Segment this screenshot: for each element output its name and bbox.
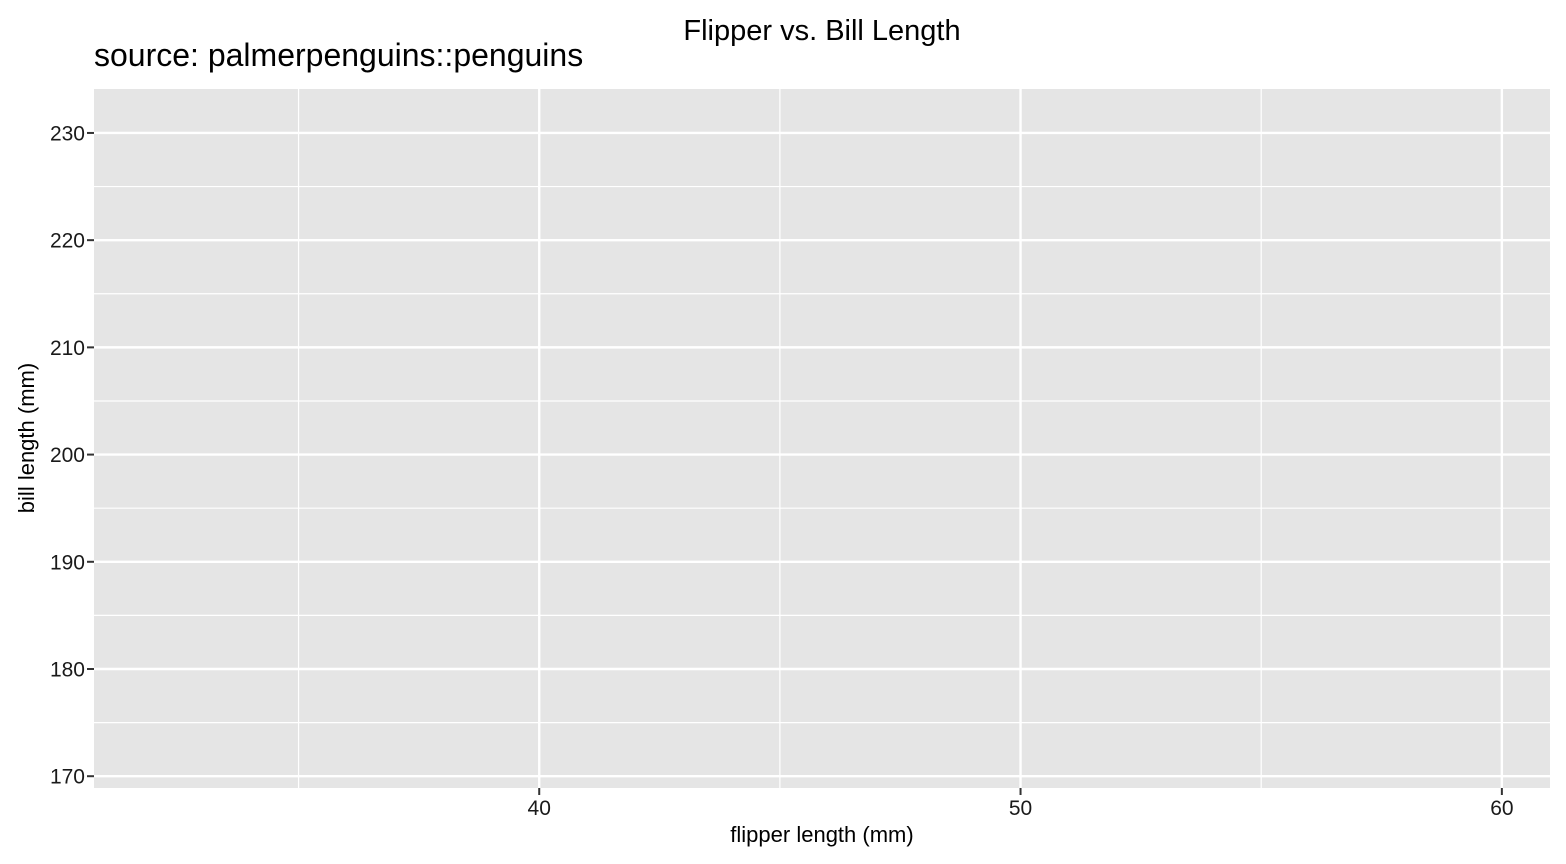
- x-tick-label: 50: [1009, 797, 1032, 820]
- plot-panel: [94, 89, 1550, 788]
- x-axis-title: flipper length (mm): [730, 822, 913, 847]
- y-tick-label: 230: [50, 122, 85, 145]
- x-tick-label: 60: [1490, 797, 1513, 820]
- minor-grid: [94, 89, 1550, 788]
- chart-subtitle: source: palmerpenguins::penguins: [94, 37, 583, 73]
- y-tick-label: 190: [50, 551, 85, 574]
- x-tick-label: 40: [528, 797, 551, 820]
- y-tick-label: 170: [50, 766, 85, 789]
- y-tick-label: 200: [50, 444, 85, 467]
- y-tick-label: 180: [50, 658, 85, 681]
- x-axis: 40 50 60: [528, 788, 1514, 820]
- y-tick-label: 210: [50, 337, 85, 360]
- y-axis-title: bill length (mm): [14, 363, 39, 513]
- chart-title: Flipper vs. Bill Length: [683, 15, 960, 47]
- y-axis: 170 180 190 200 210 220 230: [50, 122, 94, 789]
- y-tick-label: 220: [50, 230, 85, 253]
- major-grid: [94, 89, 1550, 788]
